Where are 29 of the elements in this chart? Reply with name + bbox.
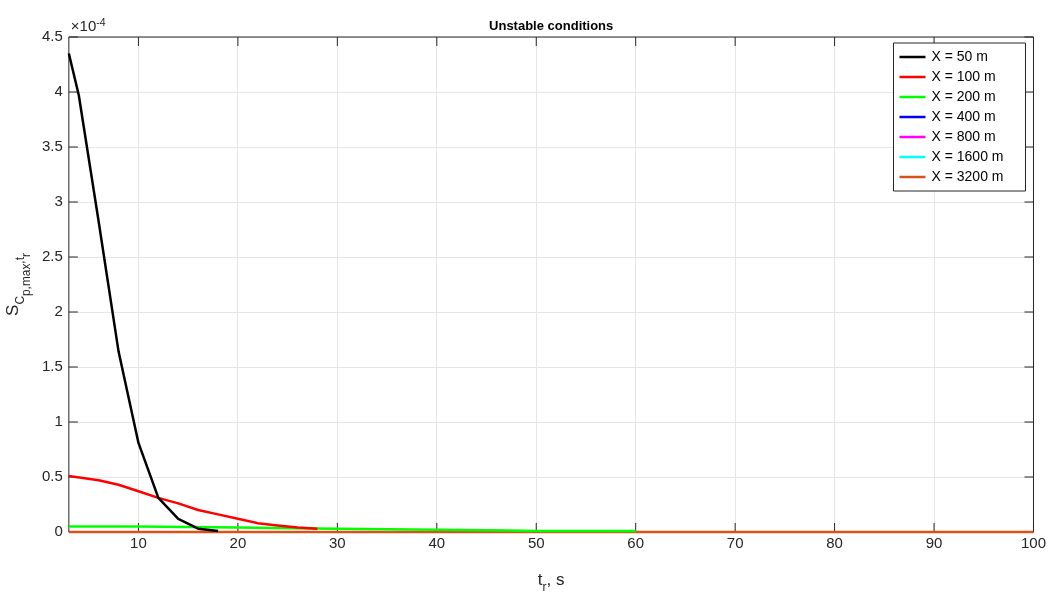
y-tick-label: 1.5 (41, 357, 63, 375)
y-tick-label: 0 (54, 522, 63, 540)
y-axis-title: SCp,max,tr (3, 253, 33, 316)
x-tick-label: 40 (428, 534, 446, 552)
legend-label: X = 3200 m (931, 167, 1004, 184)
legend-label: X = 400 m (931, 107, 996, 124)
x-tick-label: 90 (925, 534, 943, 552)
x-tick-label: 20 (229, 534, 247, 552)
legend-label: X = 50 m (931, 47, 988, 64)
y-tick-label: 2 (54, 302, 63, 320)
y-tick-label: 2.5 (41, 247, 63, 265)
y-tick-label: 3 (54, 192, 63, 210)
x-tick-label: 30 (329, 534, 346, 552)
y-tick-label: 4.5 (41, 27, 63, 45)
legend-label: X = 800 m (931, 127, 996, 144)
y-tick-label: 1 (54, 412, 63, 430)
chart-title: Unstable conditions (489, 18, 614, 33)
x-tick-label: 70 (726, 534, 744, 552)
y-tick-label: 3.5 (41, 137, 63, 155)
x-tick-label: 60 (627, 534, 645, 552)
y-tick-label: 4 (54, 82, 63, 100)
legend-label: X = 200 m (931, 87, 996, 104)
y-tick-label: 0.5 (41, 467, 63, 485)
x-tick-label: 10 (130, 534, 147, 552)
x-tick-label: 80 (826, 534, 843, 552)
x-tick-label: 50 (527, 534, 545, 552)
x-tick-label: 100 (1020, 534, 1046, 552)
legend-label: X = 1600 m (931, 147, 1004, 164)
legend-label: X = 100 m (931, 67, 996, 84)
